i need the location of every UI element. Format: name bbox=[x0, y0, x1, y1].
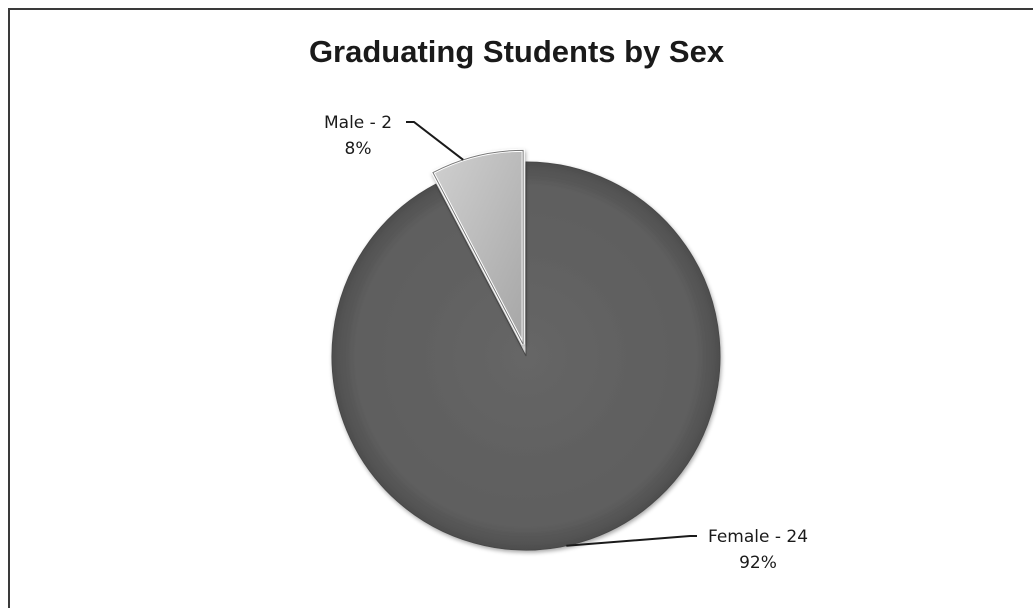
chart-title: Graduating Students by Sex bbox=[308, 34, 725, 69]
female-leader-line bbox=[566, 535, 697, 547]
pie-slice-male-outline bbox=[432, 149, 524, 345]
pie-chart: Male - 2 8% Female - 24 92% bbox=[324, 113, 808, 573]
male-label-percent: 8% bbox=[345, 139, 372, 159]
female-label-name: Female - 24 bbox=[708, 527, 808, 547]
male-leader-line bbox=[406, 121, 464, 161]
male-label-name: Male - 2 bbox=[324, 113, 392, 133]
pie-slice-female bbox=[331, 161, 721, 551]
female-label-percent: 92% bbox=[739, 553, 777, 573]
